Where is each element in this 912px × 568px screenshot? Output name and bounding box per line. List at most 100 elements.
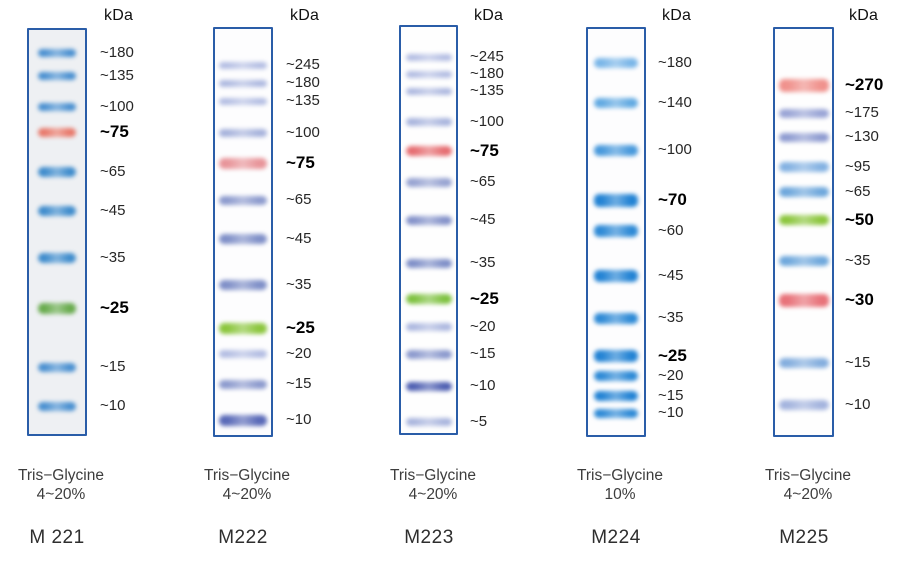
gel-band-M223-~65 xyxy=(406,178,452,187)
gel-type-label: Tris−Glycine xyxy=(577,467,663,484)
band-label-M223-~5: ~5 xyxy=(470,413,488,430)
band-label-M225-~130: ~130 xyxy=(845,128,879,145)
kda-unit-label: kDa xyxy=(104,7,134,24)
kda-unit-label: kDa xyxy=(290,7,320,24)
band-label-M222-~75: ~75 xyxy=(286,153,315,172)
band-label-M221-~75: ~75 xyxy=(100,122,129,141)
gel-type-label: Tris−Glycine xyxy=(18,467,104,484)
gel-band-M224-~10 xyxy=(594,409,638,418)
band-label-M224-~35: ~35 xyxy=(658,309,684,326)
band-label-M223-~45: ~45 xyxy=(470,211,496,228)
band-label-M221-~65: ~65 xyxy=(100,163,126,180)
band-label-M222-~45: ~45 xyxy=(286,230,312,247)
band-label-M221-~15: ~15 xyxy=(100,358,126,375)
band-label-M222-~180: ~180 xyxy=(286,74,320,91)
band-label-M225-~50: ~50 xyxy=(845,210,874,229)
gel-band-M224-~70 xyxy=(594,194,638,207)
gel-band-M225-~175 xyxy=(779,109,829,118)
model-name-M222: M222 xyxy=(218,527,268,548)
gel-band-M221-~15 xyxy=(38,363,76,372)
band-label-M223-~180: ~180 xyxy=(470,65,504,82)
band-label-M223-~245: ~245 xyxy=(470,48,504,65)
band-label-M224-~45: ~45 xyxy=(658,267,684,284)
band-label-M225-~35: ~35 xyxy=(845,252,871,269)
band-label-M221-~180: ~180 xyxy=(100,44,134,61)
gel-band-M223-~25 xyxy=(406,294,452,304)
gel-band-M223-~20 xyxy=(406,323,452,331)
gel-band-M223-~5 xyxy=(406,418,452,426)
band-label-M223-~20: ~20 xyxy=(470,318,496,335)
gel-band-M221-~75 xyxy=(38,128,76,137)
band-label-M224-~60: ~60 xyxy=(658,222,684,239)
gel-band-M221-~135 xyxy=(38,72,76,80)
gel-band-M222-~20 xyxy=(219,350,267,358)
band-label-M224-~140: ~140 xyxy=(658,94,692,111)
gel-band-M224-~100 xyxy=(594,145,638,156)
band-label-M225-~15: ~15 xyxy=(845,354,871,371)
gel-band-M224-~35 xyxy=(594,313,638,324)
band-label-M222-~35: ~35 xyxy=(286,276,312,293)
band-label-M224-~70: ~70 xyxy=(658,190,687,209)
gel-band-M222-~35 xyxy=(219,280,267,290)
gel-band-M222-~75 xyxy=(219,158,267,169)
band-label-M221-~10: ~10 xyxy=(100,397,126,414)
model-name-M225: M225 xyxy=(779,527,829,548)
gel-band-M225-~50 xyxy=(779,215,829,225)
band-label-M221-~100: ~100 xyxy=(100,98,134,115)
gel-band-M223-~100 xyxy=(406,118,452,126)
band-label-M222-~25: ~25 xyxy=(286,318,315,337)
band-label-M223-~10: ~10 xyxy=(470,377,496,394)
lane-caption-M225: Tris−Glycine 4~20% xyxy=(733,466,883,504)
band-label-M222-~20: ~20 xyxy=(286,345,312,362)
gel-lane-M224 xyxy=(586,27,646,437)
gel-band-M225-~65 xyxy=(779,187,829,197)
gel-band-M225-~35 xyxy=(779,256,829,266)
band-label-M225-~95: ~95 xyxy=(845,158,871,175)
kda-unit-label: kDa xyxy=(474,7,504,24)
gel-lane-M225 xyxy=(773,27,834,437)
lane-caption-M223: Tris−Glycine 4~20% xyxy=(358,466,508,504)
gel-band-M221-~10 xyxy=(38,402,76,411)
gel-lane-M223 xyxy=(399,25,458,435)
gel-band-M221-~100 xyxy=(38,103,76,111)
gel-band-M222-~65 xyxy=(219,196,267,205)
band-label-M224-~15: ~15 xyxy=(658,387,684,404)
lane-caption-M224: Tris−Glycine 10% xyxy=(545,466,695,504)
gel-band-M222-~245 xyxy=(219,62,267,69)
gel-band-M223-~180 xyxy=(406,71,452,78)
band-label-M221-~35: ~35 xyxy=(100,249,126,266)
band-label-M225-~270: ~270 xyxy=(845,75,884,94)
gel-percent-label: 4~20% xyxy=(783,486,833,503)
band-label-M222-~100: ~100 xyxy=(286,124,320,141)
band-label-M223-~65: ~65 xyxy=(470,173,496,190)
band-label-M224-~10: ~10 xyxy=(658,404,684,421)
lane-caption-M221: Tris−Glycine 4~20% xyxy=(0,466,136,504)
band-label-M222-~245: ~245 xyxy=(286,56,320,73)
gel-band-M223-~75 xyxy=(406,146,452,156)
band-label-M224-~180: ~180 xyxy=(658,54,692,71)
gel-band-M222-~100 xyxy=(219,129,267,137)
band-label-M221-~135: ~135 xyxy=(100,67,134,84)
gel-band-M224-~140 xyxy=(594,98,638,108)
band-label-M223-~25: ~25 xyxy=(470,289,499,308)
band-label-M223-~15: ~15 xyxy=(470,345,496,362)
gel-band-M221-~180 xyxy=(38,49,76,57)
gel-band-M222-~45 xyxy=(219,234,267,244)
gel-band-M224-~25 xyxy=(594,350,638,362)
band-label-M223-~35: ~35 xyxy=(470,254,496,271)
gel-lane-M222 xyxy=(213,27,273,437)
band-label-M224-~25: ~25 xyxy=(658,346,687,365)
gel-band-M221-~45 xyxy=(38,206,76,216)
gel-band-M224-~15 xyxy=(594,391,638,401)
band-label-M224-~20: ~20 xyxy=(658,367,684,384)
gel-percent-label: 4~20% xyxy=(408,486,458,503)
band-label-M222-~10: ~10 xyxy=(286,411,312,428)
band-label-M223-~75: ~75 xyxy=(470,141,499,160)
kda-unit-label: kDa xyxy=(662,7,692,24)
band-label-M225-~10: ~10 xyxy=(845,396,871,413)
gel-percent-label: 10% xyxy=(604,486,636,503)
gel-band-M224-~180 xyxy=(594,58,638,68)
gel-percent-label: 4~20% xyxy=(36,486,86,503)
gel-band-M225-~130 xyxy=(779,133,829,142)
gel-band-M221-~25 xyxy=(38,303,76,314)
